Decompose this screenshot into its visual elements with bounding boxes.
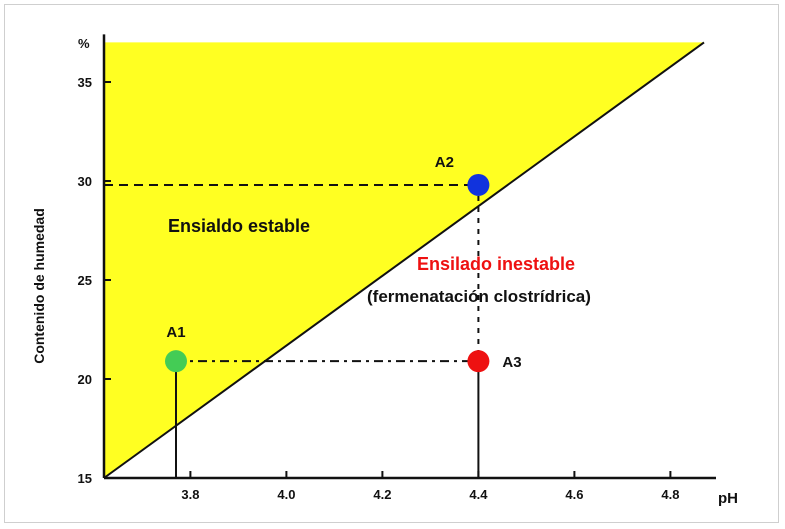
- x-ticks: 3.8 4.0 4.2 4.4 4.6 4.8: [181, 471, 679, 502]
- point-label-a3: A3: [502, 354, 521, 371]
- x-tick-label: 4.0: [277, 487, 295, 502]
- stable-region-label: Ensialdo estable: [168, 216, 310, 236]
- x-tick-label: 4.6: [565, 487, 583, 502]
- x-tick-label: 4.8: [661, 487, 679, 502]
- y-ticks: 15 20 25 30 35: [78, 75, 111, 486]
- chart-frame: [4, 4, 779, 523]
- x-tick-label: 4.4: [469, 487, 488, 502]
- y-tick-label: 20: [78, 372, 92, 387]
- unstable-region-note: (fermenatación clostrídrica): [367, 287, 591, 306]
- point-a3: [467, 350, 490, 373]
- data-points: A1 A2 A3: [165, 154, 522, 373]
- boundary-line: [103, 41, 705, 479]
- y-unit-label: %: [78, 36, 90, 51]
- x-axis-title: pH: [718, 490, 738, 507]
- point-label-a1: A1: [166, 324, 185, 341]
- point-a2: [467, 173, 490, 196]
- x-tick-label: 3.8: [181, 487, 199, 502]
- y-tick-label: 15: [78, 471, 92, 486]
- y-axis-title: Contenido de humedad: [31, 208, 47, 364]
- x-tick-label: 4.2: [373, 487, 391, 502]
- unstable-region-label: Ensilado inestable: [417, 254, 575, 274]
- point-label-a2: A2: [435, 154, 454, 171]
- y-tick-label: 35: [78, 75, 92, 90]
- y-tick-label: 25: [78, 273, 92, 288]
- guide-lines: [104, 183, 480, 478]
- y-tick-label: 30: [78, 174, 92, 189]
- point-a1: [165, 350, 187, 373]
